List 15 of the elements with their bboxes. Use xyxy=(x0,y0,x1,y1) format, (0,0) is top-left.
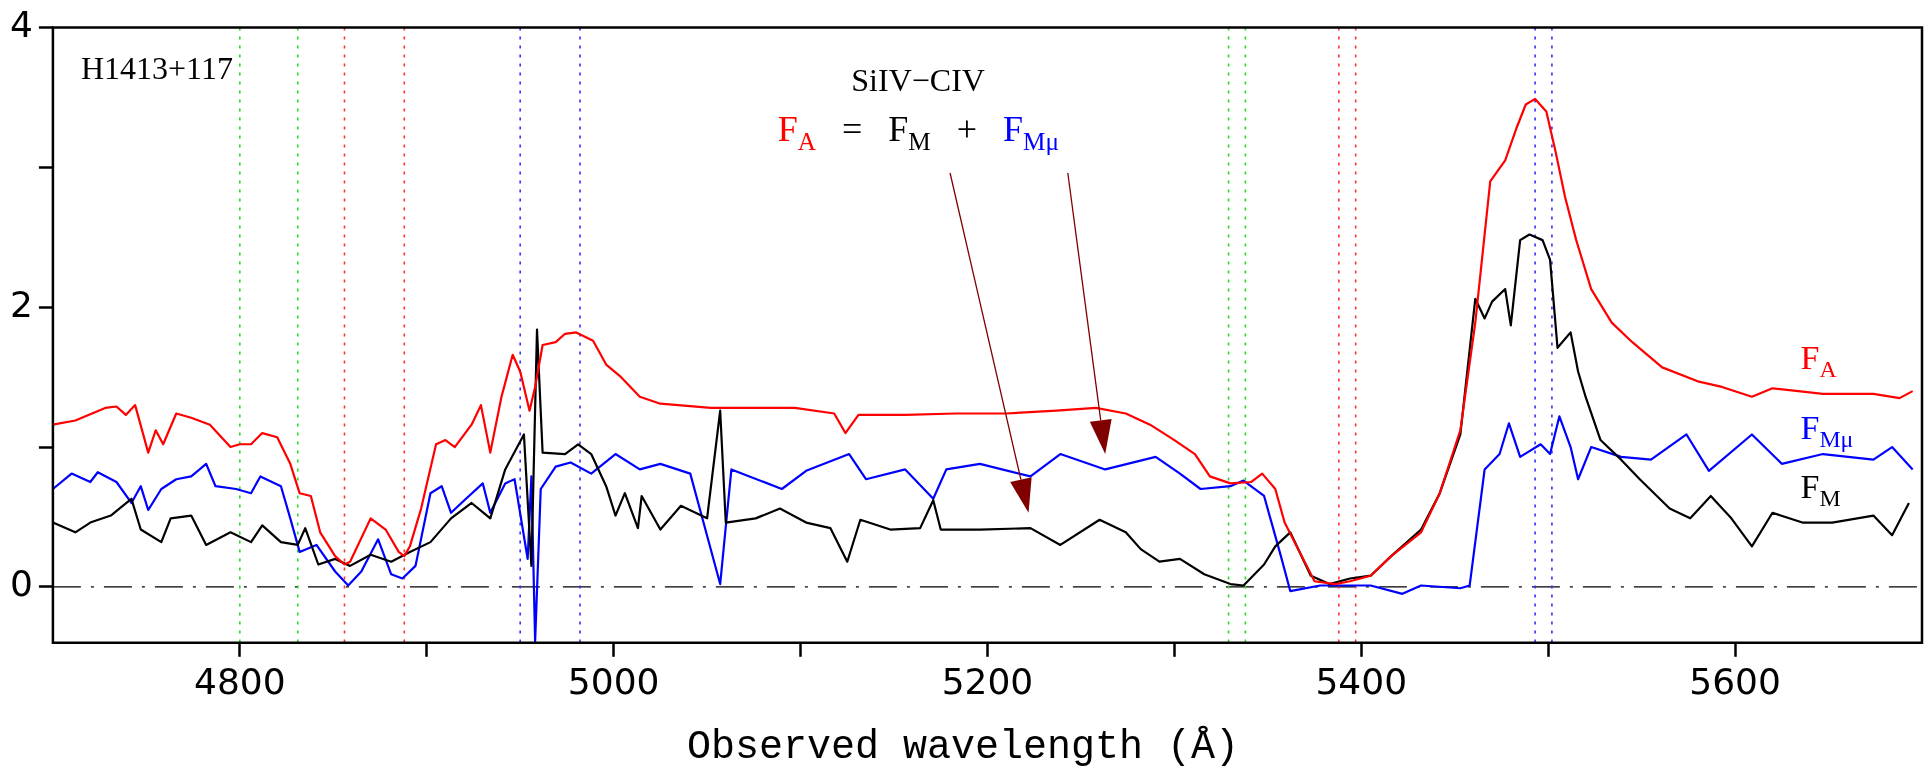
x-tick-label: 5400 xyxy=(1315,660,1408,702)
x-tick-label: 5600 xyxy=(1689,660,1781,702)
series-label: F$_{Mμ}$ xyxy=(1800,409,1854,453)
series-label: F$_{M}$ xyxy=(1800,468,1841,512)
series-label: F$_{A}$ xyxy=(1800,339,1837,383)
annotation: H1413+117 xyxy=(80,49,233,86)
y-tick-label: 4 xyxy=(10,3,33,45)
annotation: F$_{A}$ = F$_{M}$ + F$_{Mμ}$ xyxy=(777,108,1060,155)
x-axis-title: Observed wavelength (Å) xyxy=(685,725,1241,770)
x-tick-label: 5000 xyxy=(567,660,660,702)
x-tick-label: 4800 xyxy=(194,660,286,702)
y-tick-label: 0 xyxy=(10,563,33,605)
x-tick-label: 5200 xyxy=(941,660,1034,702)
y-tick-label: 2 xyxy=(10,283,33,325)
annotation: SiIV−CIV xyxy=(851,61,985,98)
